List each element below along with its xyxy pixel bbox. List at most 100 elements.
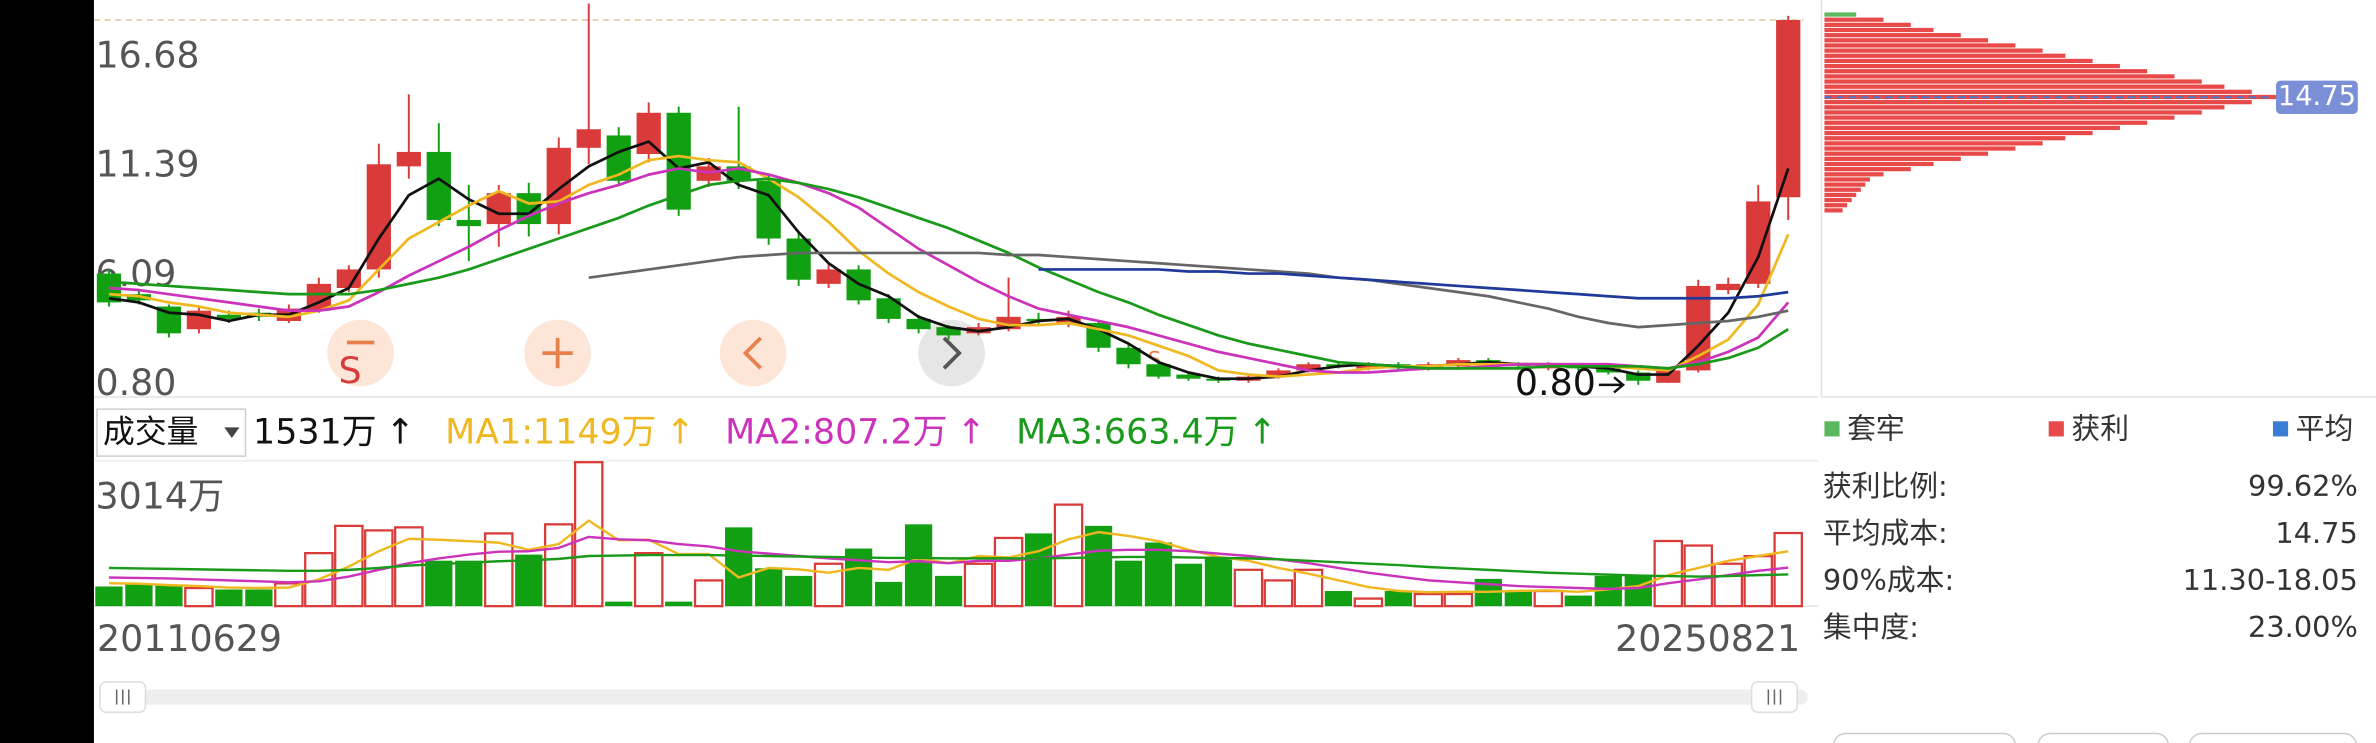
- stat-label: 获利比例:: [1823, 469, 1948, 503]
- chip-bar: [1824, 136, 2066, 141]
- candle-body: [1356, 364, 1381, 369]
- candle-body: [1176, 374, 1201, 379]
- volume-legend: MA3:663.4万: [1016, 412, 1238, 452]
- ma-line: [588, 251, 1789, 329]
- volume-bar: [125, 583, 153, 607]
- volume-bar: [1533, 589, 1564, 608]
- button-icon: [942, 336, 962, 370]
- chip-bar: [1824, 74, 2175, 79]
- candle-body: [1146, 364, 1171, 377]
- chip-bar: [1824, 177, 1870, 182]
- chip-bar: [1824, 22, 1911, 27]
- chip-bar: [1824, 208, 1843, 213]
- volume-bar: [1024, 533, 1053, 607]
- stat-value: 23.00%: [2248, 610, 2358, 644]
- chip-bar: [1824, 33, 1961, 38]
- volume-bar: [665, 601, 693, 607]
- candle-body: [876, 298, 901, 319]
- chip-bar: [1824, 197, 1852, 203]
- candle-body: [1716, 283, 1741, 291]
- chip-bar: [1824, 58, 2093, 64]
- volume-tick-label: 3014万: [95, 475, 224, 518]
- tool-button[interactable]: [327, 319, 394, 387]
- handle-grip: [1767, 689, 1782, 705]
- chip-bar: [1824, 89, 2252, 94]
- chip-bar: [1824, 48, 2043, 53]
- volume-bar: [1564, 595, 1592, 607]
- volume-selector[interactable]: 成交量: [96, 408, 247, 457]
- stat-value: 11.30-18.05: [2183, 563, 2358, 597]
- volume-bar: [215, 589, 243, 607]
- volume-bar: [1084, 525, 1113, 607]
- chip-bar: [1824, 161, 1934, 167]
- volume-legend-arrow: ↑: [666, 412, 695, 452]
- tool-button[interactable]: [719, 319, 787, 387]
- volume-bar: [1233, 568, 1264, 608]
- volume-bar: [1324, 591, 1353, 607]
- volume-bar: [95, 586, 123, 607]
- volume-bar: [455, 560, 483, 607]
- button-bg: [719, 319, 787, 387]
- volume-bar: [155, 584, 183, 607]
- chip-bar: [1824, 110, 2202, 115]
- volume-bar: [1384, 591, 1413, 607]
- volume-bar: [874, 581, 903, 607]
- x-label: 20250821: [1615, 617, 1800, 660]
- ma-line: [1038, 268, 1789, 300]
- volume-bar: [184, 586, 214, 608]
- chip-bar: [1824, 53, 2066, 58]
- bottom-button[interactable]: [2037, 732, 2169, 743]
- scroll-handle[interactable]: [99, 681, 147, 713]
- candle-body: [786, 238, 811, 280]
- selector-box: [96, 408, 247, 457]
- candle-body: [906, 318, 931, 330]
- volume-legend-arrow: ↑: [1248, 412, 1277, 452]
- chip-bar: [1824, 125, 2120, 131]
- volume-bar: [1204, 557, 1233, 607]
- tool-button[interactable]: [918, 319, 985, 387]
- legend-label: 套牢: [1847, 411, 1905, 445]
- volume-bar: [1174, 563, 1203, 607]
- chip-bar: [1824, 130, 2093, 136]
- ma-line: [108, 177, 1789, 370]
- button-icon: [542, 337, 573, 369]
- scroll-handle[interactable]: [1750, 681, 1798, 713]
- chip-bar: [1824, 100, 2252, 105]
- legend-swatch: [1824, 421, 1840, 437]
- candle-body: [1266, 370, 1291, 377]
- candle-body: [816, 269, 841, 284]
- volume-bar: [1713, 562, 1744, 608]
- volume-legend-arrow: ↑: [957, 412, 986, 452]
- candle-body: [1626, 372, 1651, 381]
- volume-bar: [1743, 555, 1774, 608]
- left-edge: [0, 0, 94, 743]
- volume-bar: [934, 575, 963, 607]
- bottom-button[interactable]: [1833, 732, 2016, 743]
- volume-bar: [1263, 579, 1294, 608]
- stat-label: 平均成本:: [1823, 516, 1948, 550]
- chip-bar: [1824, 84, 2225, 89]
- stat-value: 99.62%: [2248, 469, 2358, 503]
- chip-bar: [1824, 115, 2175, 120]
- legend-label: 平均: [2296, 411, 2354, 445]
- tool-button[interactable]: [524, 319, 591, 387]
- candle-body: [396, 151, 421, 167]
- candle-body: [216, 314, 242, 319]
- bottom-button[interactable]: [2189, 732, 2357, 743]
- volume-legend-arrow: ↑: [386, 412, 415, 452]
- stat-label: 90%成本:: [1823, 563, 1954, 597]
- y-tick-label: 11.39: [95, 143, 199, 186]
- volume-bar: [725, 527, 753, 607]
- chip-bar: [1824, 167, 1911, 172]
- chip-bar: [1824, 38, 1989, 43]
- chip-bar: [1824, 120, 2148, 125]
- volume-bar: [633, 552, 664, 608]
- chip-bar: [1824, 192, 1857, 198]
- candle-body: [1656, 370, 1681, 383]
- chip-bar: [1824, 12, 1857, 17]
- volume-bar: [785, 575, 813, 607]
- chip-bar: [1824, 17, 1884, 22]
- chip-bar: [1824, 27, 1934, 33]
